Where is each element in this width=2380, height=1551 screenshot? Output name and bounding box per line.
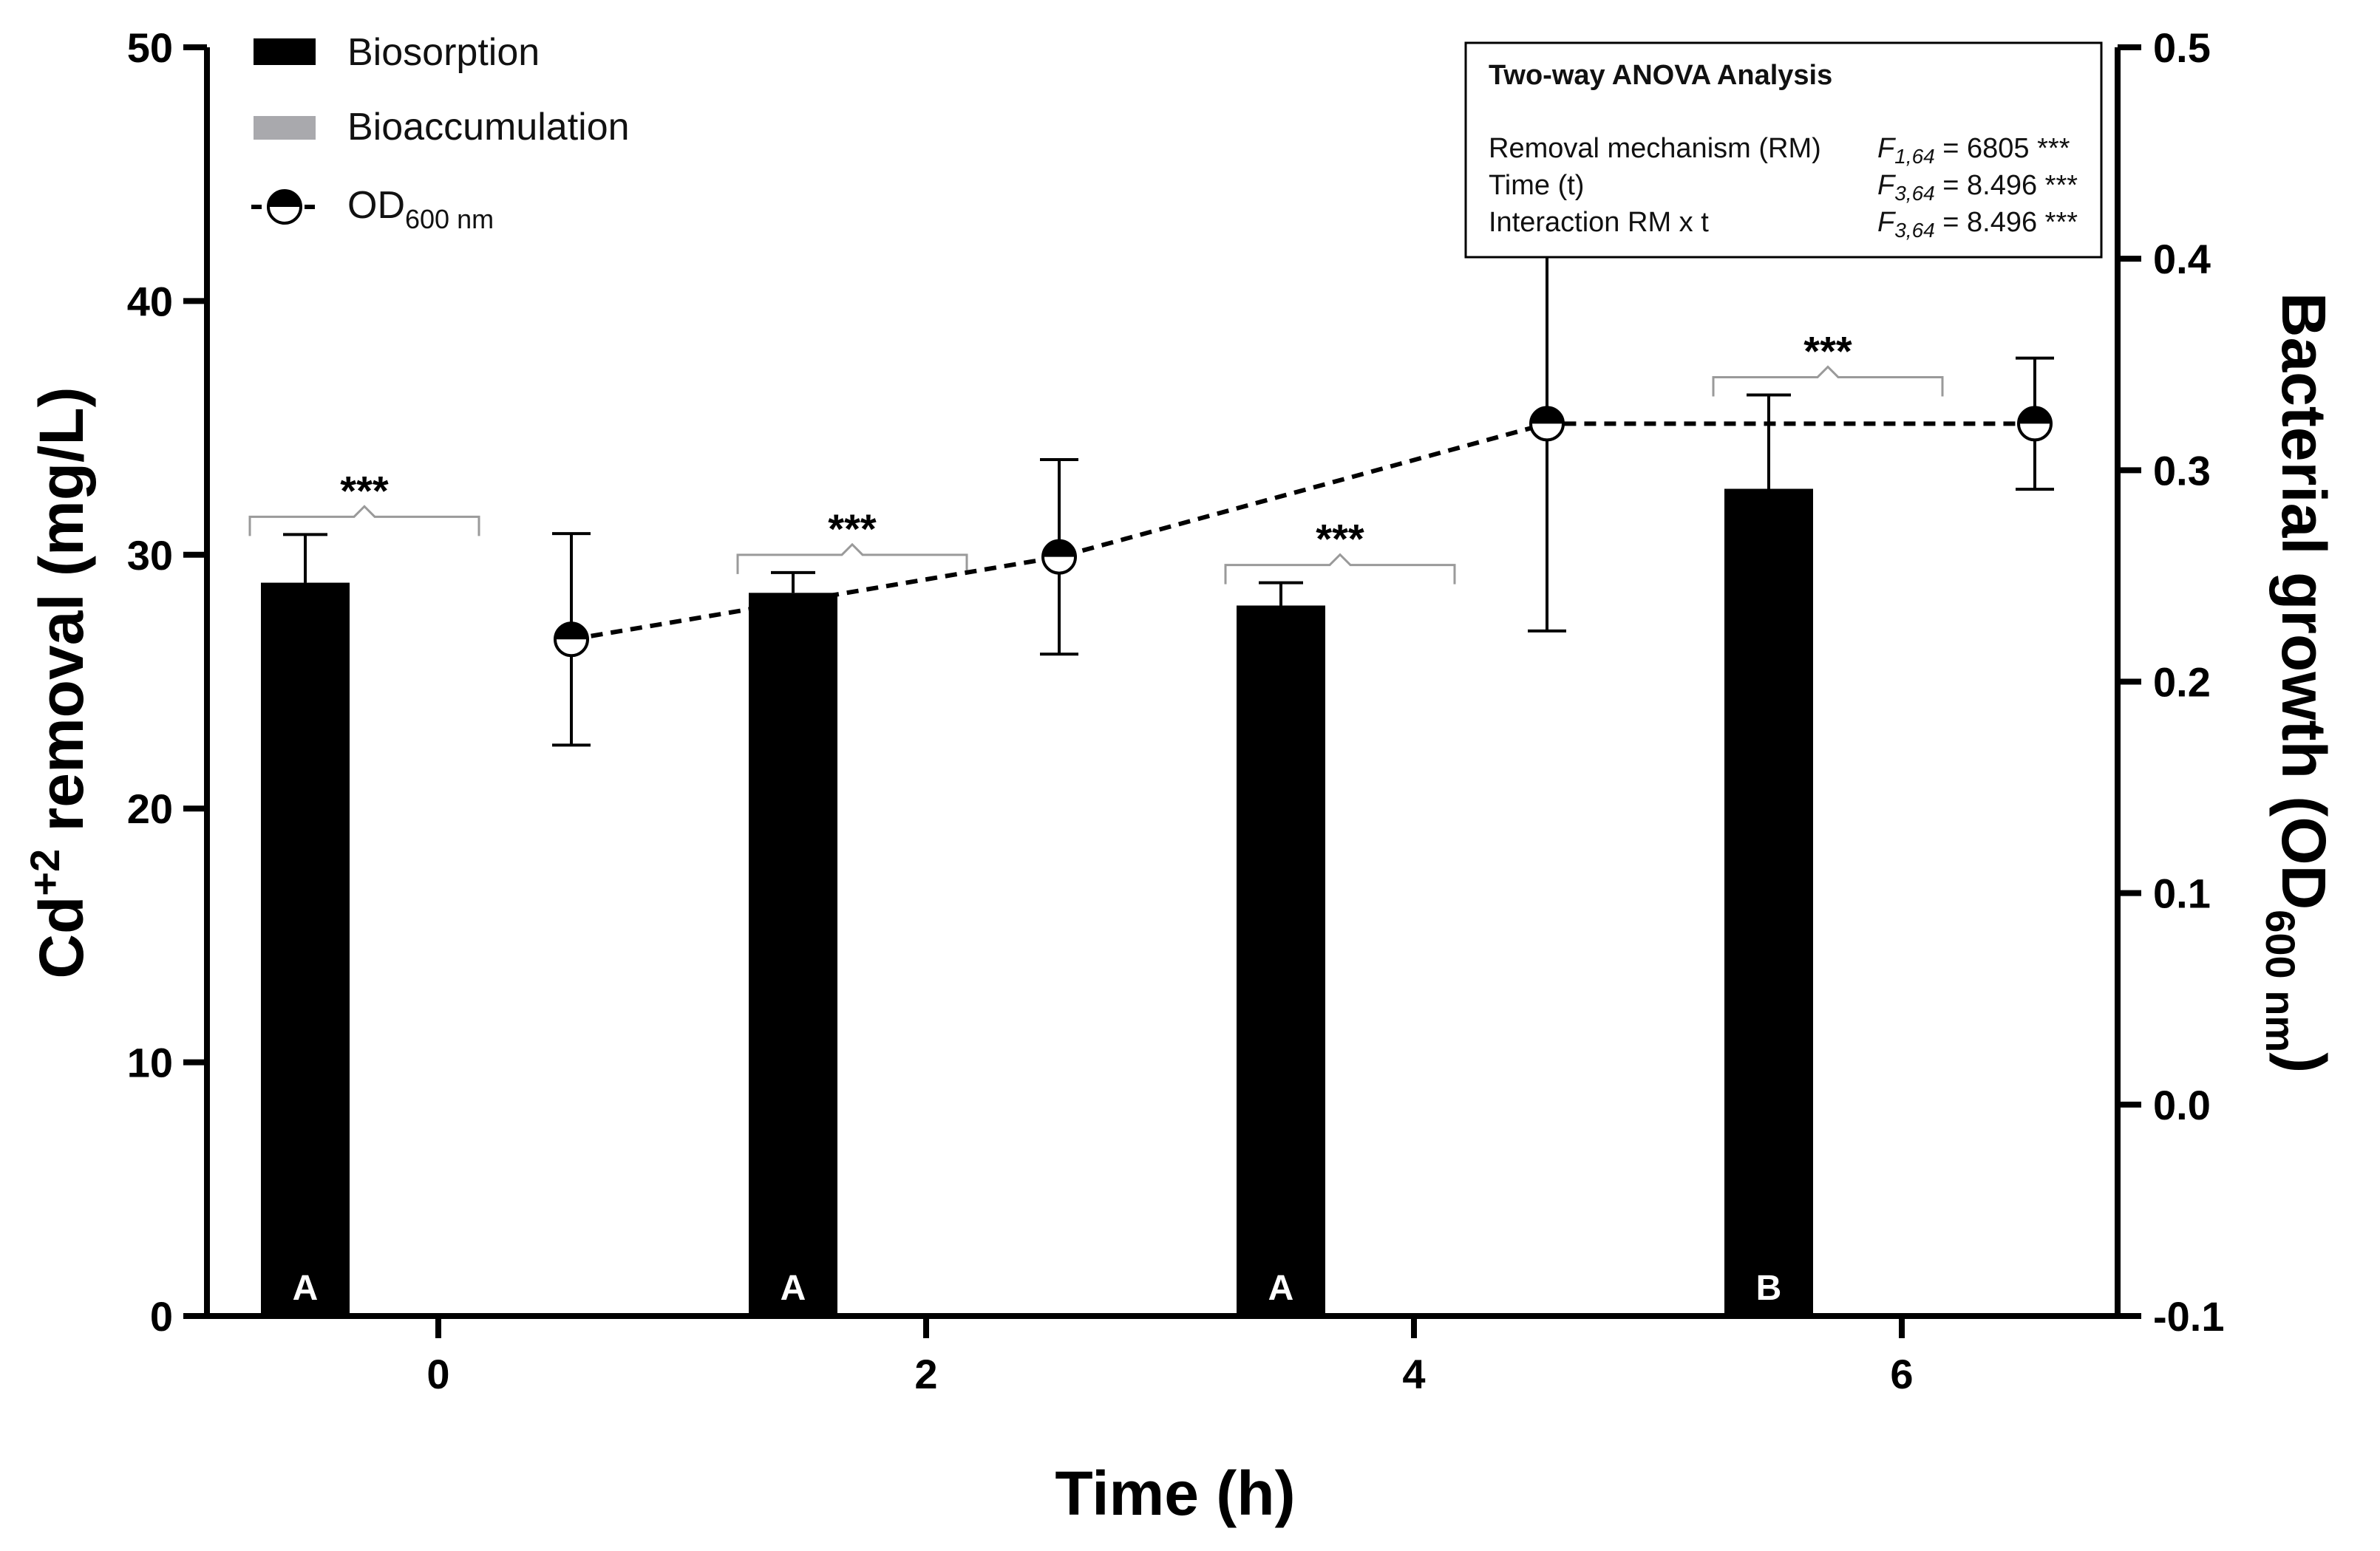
biosorption-bar [749,593,837,1316]
significance-bracket [1712,365,1944,397]
y2-axis-title-sub: 600 nm [2257,910,2304,1052]
group-letter-label: B [1756,1269,1782,1308]
left-tick-label: 40 [127,278,173,324]
left-tick-label: 50 [127,24,173,71]
legend-swatch-bioaccumulation [254,116,316,140]
right-axis-ticks: -0.1 0.0 0.1 0.2 0.3 0.4 0.5 [2118,24,2225,1340]
y2-axis-title-main: Bacterial growth (OD [2269,293,2339,910]
x-tick-label: 0 [426,1351,449,1397]
right-tick-label: 0.1 [2153,870,2211,917]
significance-stars: *** [1803,327,1852,374]
legend-label-bioaccumulation: Bioaccumulation [347,106,630,149]
group-letter-label: A [781,1269,806,1308]
right-tick-label: 0.0 [2153,1082,2211,1128]
legend-swatch-biosorption [254,38,316,65]
significance-bracket [1224,553,1456,584]
anova-row-stat: F1,64 = 6805 *** [1877,133,2070,168]
x-axis-ticks: 0 2 4 6 [426,1316,1914,1397]
od-line [571,421,2035,642]
left-axis-ticks: 0 10 20 30 40 50 [127,24,207,1340]
anova-stat-symbol: F [1877,170,1896,201]
anova-row-label: Interaction RM x t [1489,207,1709,238]
anova-title: Two-way ANOVA Analysis [1489,60,1832,91]
legend-label-od-sub: 600 nm [405,204,494,234]
anova-box: Two-way ANOVA Analysis Removal mechanism… [1464,41,2103,259]
biosorption-bar [1724,488,1813,1316]
legend-label-biosorption: Biosorption [347,31,540,74]
significance-stars: *** [340,467,389,514]
anova-stat-df: 3,64 [1894,182,1935,205]
od-point-fill [1043,540,1075,557]
legend-marker-od [267,189,302,225]
od-point-fill [2019,407,2051,424]
od-point-fill [555,623,588,640]
anova-stat-symbol: F [1877,207,1896,238]
right-tick-label: 0.3 [2153,447,2211,494]
anova-row-stat: F3,64 = 8.496 *** [1877,170,2078,205]
y-axis-title-sup: +2 [21,849,68,896]
significance-brackets: *** *** *** *** [248,327,1944,584]
right-tick-label: 0.2 [2153,659,2211,706]
significance-bracket [736,542,968,574]
anova-stat-value: = 8.496 *** [1935,170,2078,201]
right-tick-label: -0.1 [2153,1293,2225,1340]
group-letter-label: A [1268,1269,1294,1308]
left-tick-label: 0 [150,1293,173,1340]
left-tick-label: 30 [127,532,173,579]
significance-stars: *** [828,505,877,552]
anova-stat-symbol: F [1877,133,1896,164]
x-tick-label: 2 [914,1351,937,1397]
y-axis-title-main: Cd [27,896,96,979]
anova-row-label: Removal mechanism (RM) [1489,133,1821,164]
y2-axis-title-rest: ) [2269,1052,2339,1073]
significance-stars: *** [1316,516,1364,562]
y-axis-title: Cd+2 removal (mg/L) [21,386,96,978]
x-axis-title: Time (h) [1055,1459,1295,1528]
group-letter-label: A [293,1269,319,1308]
anova-stat-df: 1,64 [1894,145,1935,168]
od-point-fill [1531,407,1563,424]
significance-bracket [248,505,480,536]
left-tick-label: 20 [127,785,173,832]
anova-stat-df: 3,64 [1894,219,1935,242]
x-tick-label: 4 [1402,1351,1425,1397]
x-tick-label: 6 [1890,1351,1913,1397]
od-series [552,214,2054,747]
right-tick-label: 0.4 [2153,236,2211,282]
anova-row-label: Time (t) [1489,170,1584,201]
y2-axis-title: Bacterial growth (OD600 nm) [2257,293,2339,1073]
left-tick-label: 10 [127,1040,173,1086]
anova-box-frame [1464,41,2103,259]
anova-row-stat: F3,64 = 8.496 *** [1877,207,2078,242]
anova-stat-value: = 8.496 *** [1935,207,2078,238]
legend: Biosorption Bioaccumulation OD600 nm [251,31,630,234]
anova-stat-value: = 6805 *** [1935,133,2070,164]
y-axis-title-rest: removal (mg/L) [27,386,96,848]
biosorption-bar [1237,605,1325,1316]
legend-label-od-main: OD [347,184,405,227]
biosorption-bar [261,582,350,1316]
legend-label-od: OD600 nm [347,184,494,234]
right-tick-label: 0.5 [2153,24,2211,71]
